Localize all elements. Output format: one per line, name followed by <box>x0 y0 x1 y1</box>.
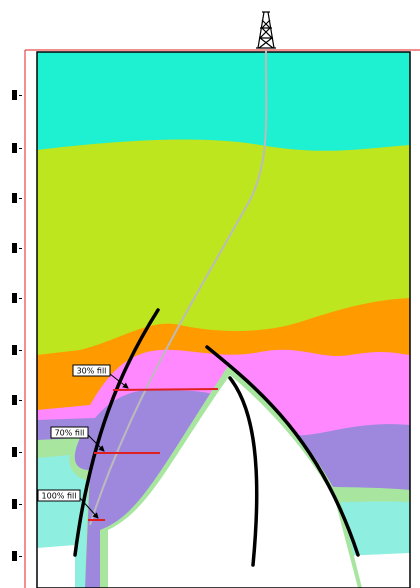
annotation-label: 100% fill <box>42 492 77 501</box>
depth-ticks <box>12 90 22 561</box>
fill-lines <box>88 388 219 521</box>
annotation: 70% fill <box>50 426 105 452</box>
dome <box>108 375 358 588</box>
annotation-label: 30% fill <box>77 367 107 376</box>
annotation: 100% fill <box>37 489 99 519</box>
frame <box>36 51 411 588</box>
fault <box>73 308 160 557</box>
fault <box>205 345 360 557</box>
strata <box>37 52 410 588</box>
fault <box>228 376 259 567</box>
annotation-label: 70% fill <box>55 429 85 438</box>
annotation: 30% fill <box>72 364 129 389</box>
faults <box>73 308 360 567</box>
derrick <box>256 11 276 49</box>
well-path <box>89 49 268 526</box>
